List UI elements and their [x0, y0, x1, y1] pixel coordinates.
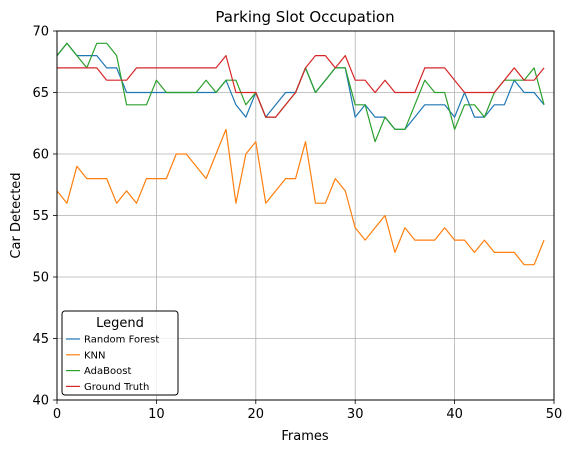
- chart-title: Parking Slot Occupation: [215, 8, 394, 26]
- legend-items: Random Forest KNN AdaBoost Ground Truth: [66, 335, 159, 393]
- legend-label-adaboost: AdaBoost: [84, 366, 131, 377]
- legend: Legend Random Forest KNN AdaBoost Ground Tr…: [61, 310, 179, 396]
- y-axis-label: Car Detected: [9, 172, 24, 258]
- y-tick-label: 55: [32, 209, 49, 224]
- x-tick-label: 20: [248, 407, 265, 422]
- x-tick-label: 0: [53, 407, 61, 422]
- x-axis-label: Frames: [281, 429, 329, 444]
- x-tick-label: 10: [148, 407, 165, 422]
- y-tick-label: 60: [32, 148, 49, 163]
- y-tick-label: 70: [32, 25, 49, 40]
- series-line-ground-truth: [57, 54, 545, 118]
- y-tick-label: 50: [32, 271, 49, 286]
- y-tick-label: 40: [32, 394, 49, 409]
- legend-label-ground-truth: Ground Truth: [84, 382, 149, 393]
- legend-title: Legend: [96, 316, 144, 331]
- series-line-knn: [56, 128, 545, 266]
- x-axis-ticks: 0 10 20 30 40 50: [53, 400, 562, 422]
- y-tick-label: 45: [32, 332, 49, 347]
- x-tick-label: 50: [546, 407, 563, 422]
- x-tick-label: 30: [347, 407, 364, 422]
- series-lines: [56, 42, 545, 266]
- legend-label-random-forest: Random Forest: [84, 335, 159, 346]
- x-tick-label: 40: [446, 407, 463, 422]
- y-axis-ticks: 40 45 50 55 60 65 70: [32, 25, 57, 409]
- legend-label-knn: KNN: [84, 350, 106, 361]
- legend-box: [61, 310, 179, 396]
- y-tick-label: 65: [32, 86, 49, 101]
